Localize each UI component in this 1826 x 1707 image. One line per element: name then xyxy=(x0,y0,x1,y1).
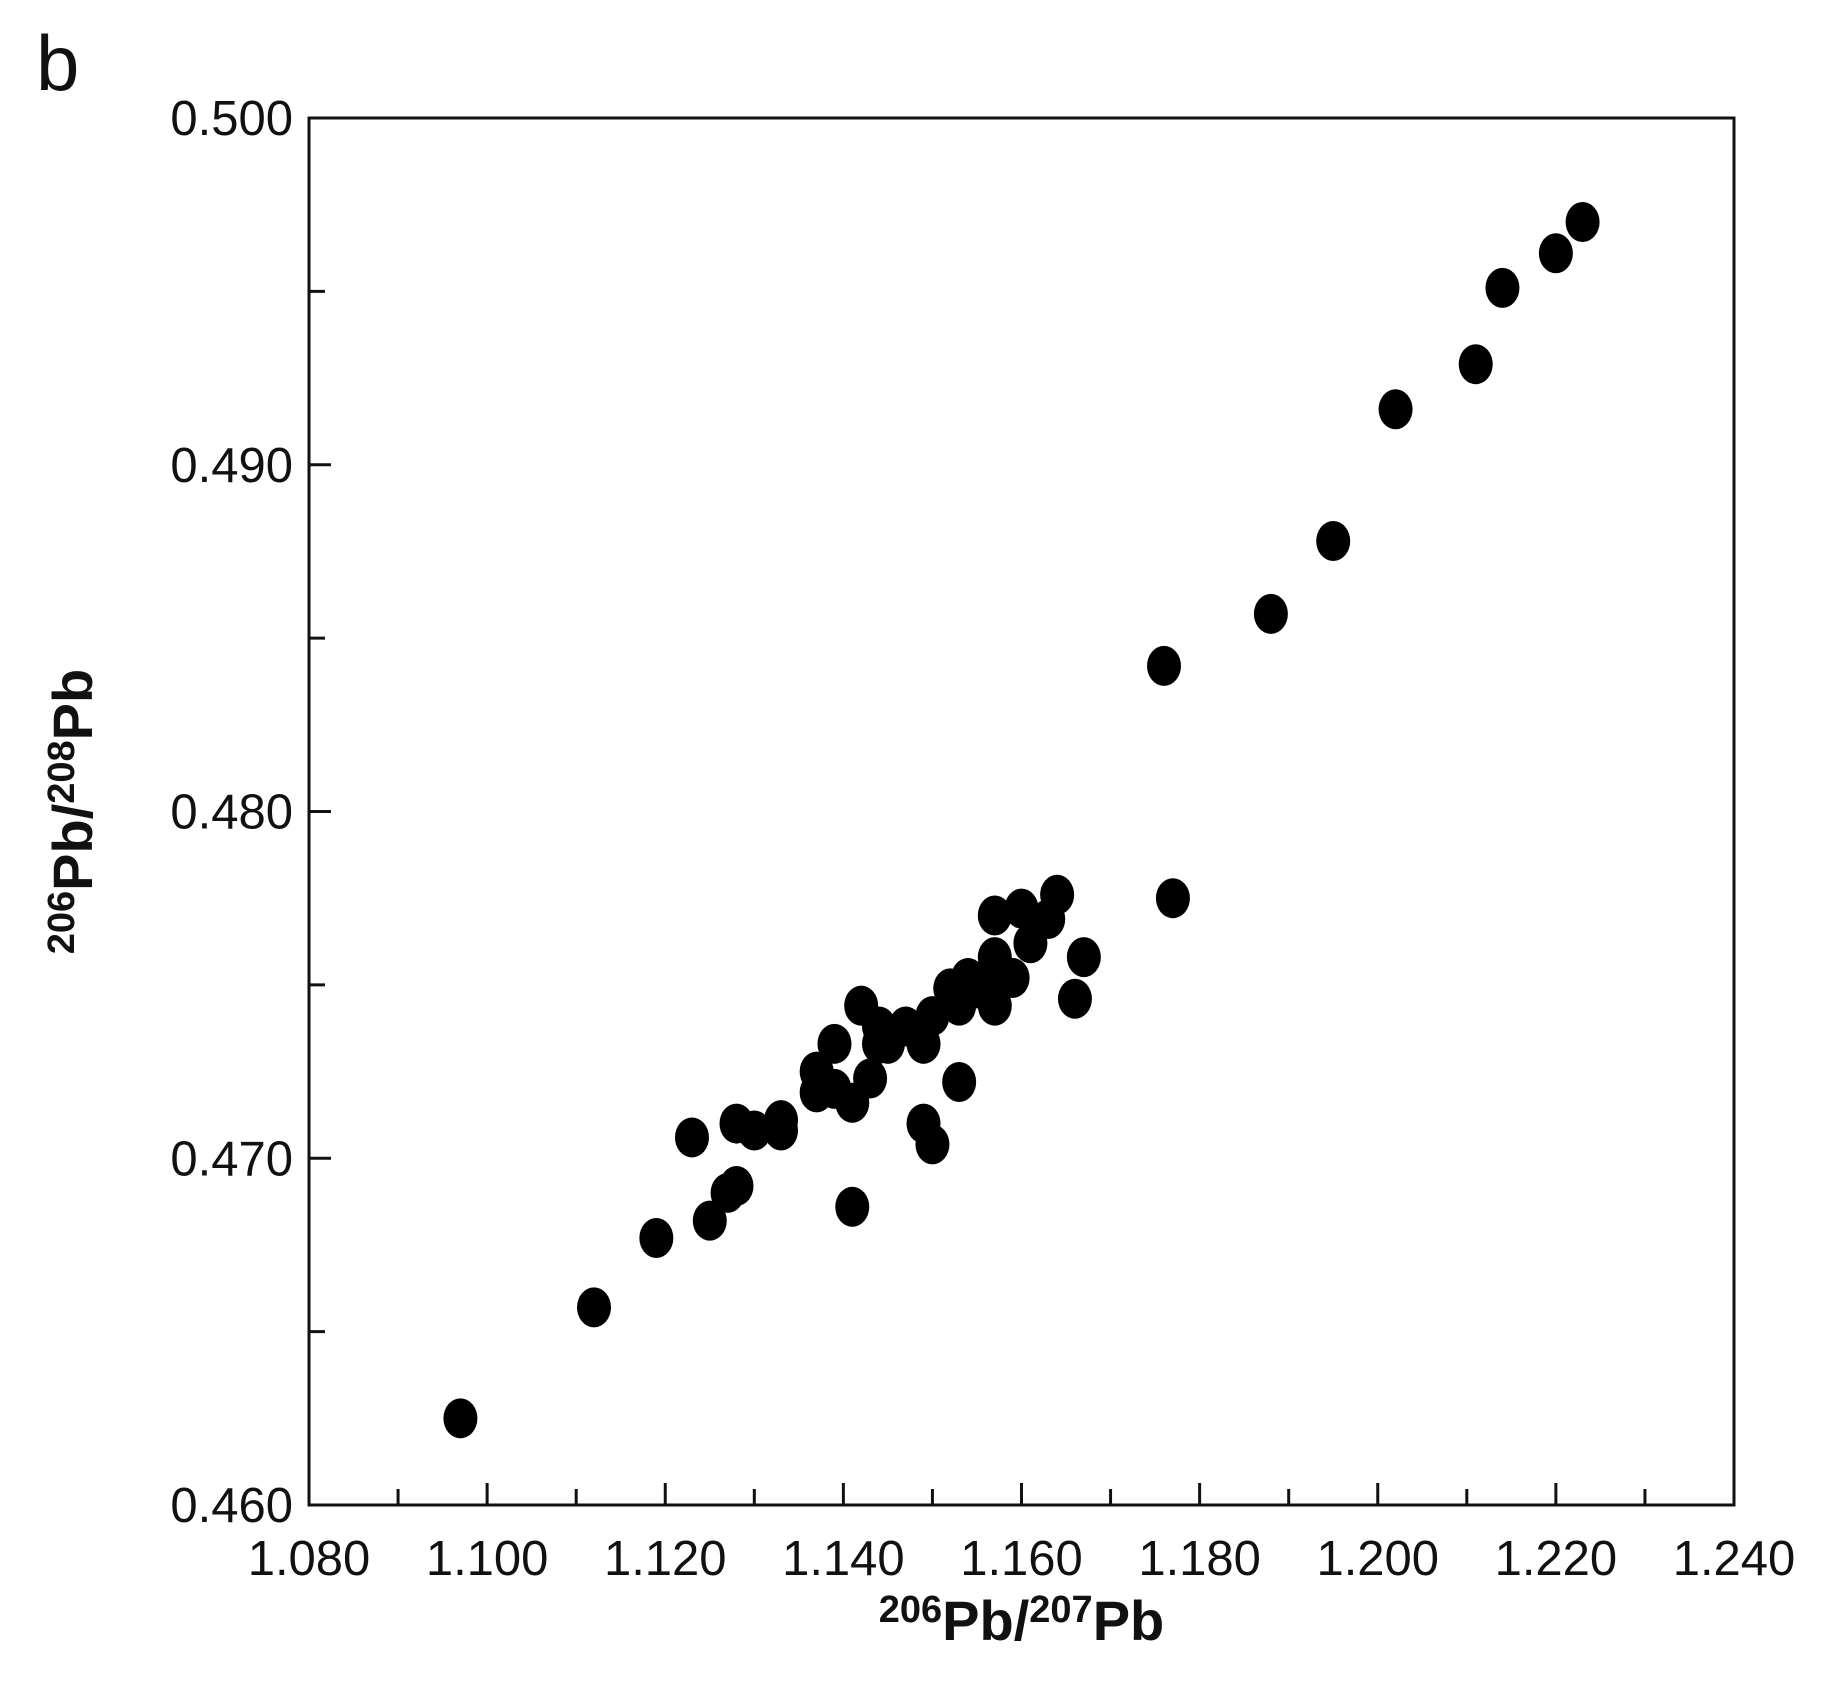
point xyxy=(577,1287,611,1328)
y-tick-label: 0.480 xyxy=(170,786,293,840)
label-text: Pb/ xyxy=(41,803,104,891)
point xyxy=(692,1200,727,1241)
point xyxy=(1147,645,1181,686)
point xyxy=(977,985,1012,1026)
label-text: Pb xyxy=(1093,1589,1165,1652)
point xyxy=(1458,344,1493,385)
x-tick-label: 1.140 xyxy=(782,1532,905,1586)
y-tick-label: 0.470 xyxy=(170,1132,293,1186)
point xyxy=(942,1061,977,1102)
point xyxy=(1253,593,1288,634)
x-tick-label: 1.080 xyxy=(248,1532,371,1586)
point xyxy=(1057,978,1092,1019)
point xyxy=(915,1124,950,1165)
x-tick-label: 1.220 xyxy=(1495,1532,1618,1586)
point xyxy=(1004,888,1039,929)
y-tick-label: 0.490 xyxy=(170,439,293,493)
point xyxy=(1040,874,1075,915)
x-tick-label: 1.120 xyxy=(604,1532,727,1586)
point xyxy=(737,1110,772,1151)
point xyxy=(853,1058,888,1099)
point xyxy=(1316,521,1351,562)
label-text: Pb/ xyxy=(942,1589,1030,1652)
point xyxy=(1485,267,1520,308)
x-tick-label: 1.240 xyxy=(1673,1532,1796,1586)
point xyxy=(1066,937,1101,978)
superscript: 207 xyxy=(1029,1589,1092,1631)
x-tick-label: 1.180 xyxy=(1138,1532,1261,1586)
point xyxy=(1538,233,1573,274)
x-tick-label: 1.100 xyxy=(426,1532,549,1586)
x-tick-label: 1.200 xyxy=(1316,1532,1439,1586)
point xyxy=(443,1398,478,1439)
point xyxy=(835,1186,870,1227)
y-tick-label: 0.460 xyxy=(170,1479,293,1533)
point xyxy=(915,996,950,1037)
point xyxy=(719,1165,754,1206)
x-label-parts: 206Pb/207Pb xyxy=(879,1589,1165,1652)
point xyxy=(817,1023,852,1064)
point xyxy=(1378,389,1413,430)
y-label-parts: 206Pb/208Pb xyxy=(41,669,104,955)
point xyxy=(1565,202,1600,243)
point xyxy=(977,895,1012,936)
superscript: 206 xyxy=(41,891,83,954)
panel-label: b xyxy=(36,19,79,107)
x-tick-label: 1.160 xyxy=(960,1532,1083,1586)
point xyxy=(639,1218,674,1259)
plot-frame xyxy=(307,116,1736,1507)
label-text: Pb xyxy=(41,669,104,741)
superscript: 206 xyxy=(879,1589,942,1631)
y-tick-label: 0.500 xyxy=(170,92,293,146)
point xyxy=(995,957,1030,998)
point xyxy=(1155,878,1190,919)
superscript: 208 xyxy=(41,740,83,803)
point xyxy=(764,1110,799,1151)
point xyxy=(674,1117,709,1158)
